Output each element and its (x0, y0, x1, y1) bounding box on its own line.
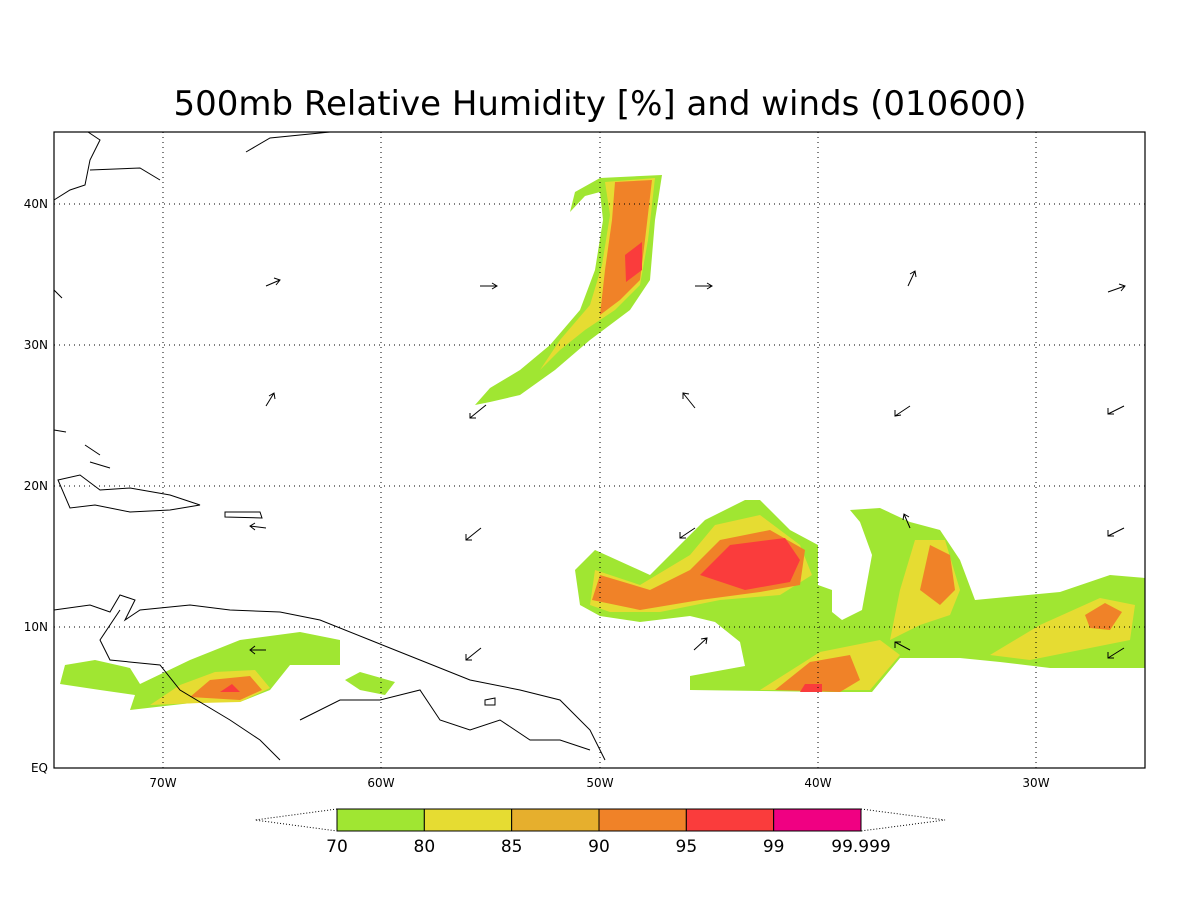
rh-90 (775, 655, 860, 692)
colorbar-box (598, 808, 687, 832)
lat-label: 30N (24, 338, 48, 352)
lon-label: 50W (586, 776, 613, 790)
lon-label: 30W (1022, 776, 1049, 790)
colorbar-box (336, 808, 425, 832)
lat-label: 10N (24, 620, 48, 634)
map-title: 500mb Relative Humidity [%] and winds (0… (174, 84, 1027, 124)
lat-label: 20N (24, 479, 48, 493)
humidity-field (60, 175, 1145, 710)
colorbar-box (511, 808, 600, 832)
lon-label: 40W (804, 776, 831, 790)
colorbar-label: 99.999 (831, 837, 890, 857)
colorbar-ends (254, 808, 946, 832)
rh-90 (920, 545, 955, 605)
colorbar-label: 99 (763, 837, 785, 857)
rh-95 (700, 538, 800, 590)
coastlines (53, 131, 606, 761)
colorbar-label: 95 (676, 837, 698, 857)
colorbar-label: 80 (414, 837, 436, 857)
wind-arrows (249, 270, 1126, 661)
rh-70 (60, 632, 340, 710)
lat-label: EQ (31, 761, 48, 775)
map-frame (53, 131, 1146, 769)
colorbar-box (773, 808, 862, 832)
colorbar-label: 70 (326, 837, 348, 857)
rh-95 (625, 242, 642, 282)
grid: 70W 60W 50W 40W 30W EQ 10N 20N 30N 40N (24, 132, 1145, 790)
rh-90 (600, 180, 652, 315)
lon-label: 60W (367, 776, 394, 790)
colorbar-box (685, 808, 775, 832)
rh-90 (1085, 603, 1122, 630)
colorbar-box (423, 808, 513, 832)
lon-label: 70W (149, 776, 176, 790)
colorbar: 70 80 85 90 95 99 99.999 (254, 808, 946, 857)
rh-70 (345, 672, 395, 695)
lat-label: 40N (24, 197, 48, 211)
colorbar-label: 90 (588, 837, 610, 857)
rh-95 (220, 684, 240, 692)
rh-95 (800, 684, 822, 692)
colorbar-label: 85 (501, 837, 523, 857)
